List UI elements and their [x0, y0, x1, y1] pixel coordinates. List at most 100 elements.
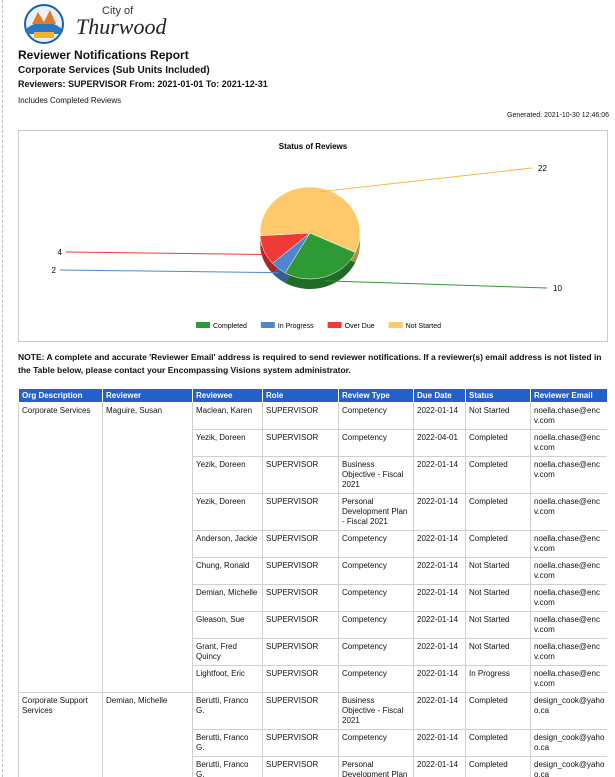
table-cell: In Progress [465, 665, 531, 693]
legend-label: Not Started [406, 323, 442, 330]
legend-swatch [196, 322, 210, 328]
table-cell: noella.chase@encv.com [530, 665, 607, 693]
table-wrap: Org Description Reviewer Reviewee Role Revie… [18, 388, 607, 777]
header-row: Org Description Reviewer Reviewee Role Revie… [18, 388, 607, 403]
table-cell: SUPERVISOR [262, 611, 339, 639]
table-cell: 2022-01-14 [413, 584, 466, 612]
table-cell: SUPERVISOR [262, 729, 339, 757]
table-row: Corporate Support Services Demian, Michel… [18, 692, 607, 777]
table-row: Berutti, Franco G. SUPERVISOR Competency 20… [19, 729, 607, 757]
table-cell: Business Objective - Fiscal 2021 [338, 456, 414, 494]
table-row: Yezik, Doreen SUPERVISOR Personal Developm… [19, 493, 607, 531]
chart-title: Status of Reviews [279, 142, 348, 151]
table-cell: Yezik, Doreen [192, 429, 263, 457]
table-cell: 2022-01-14 [413, 611, 466, 639]
table-cell: Chung, Ronald [192, 557, 263, 585]
reviewer-cell: Demian, Michelle [102, 692, 193, 777]
table-cell: noella.chase@encv.com [530, 530, 607, 558]
table-cell: noella.chase@encv.com [530, 557, 607, 585]
chart: Status of Reviews 10 24 22 Completed In Prog… [18, 130, 608, 342]
table-cell: Competency [338, 402, 414, 430]
table-cell: noella.chase@encv.com [530, 456, 607, 494]
city-name: Thurwood [76, 14, 167, 39]
legend-label: In Progress [278, 323, 314, 330]
table-cell: 2022-04-01 [413, 429, 466, 457]
column-header: Reviewer Email [530, 388, 607, 403]
table-cell: SUPERVISOR [262, 756, 339, 777]
table-cell: Personal Development Plan - Fiscal 2021 [338, 493, 414, 531]
includes: Includes Completed Reviews [18, 96, 122, 105]
pie-slice [284, 232, 356, 280]
table-cell: Competency [338, 584, 414, 612]
generated: Generated: 2021-10-30 12:46:06 [507, 112, 609, 119]
torn-edge [2, 0, 4, 777]
table-cell: SUPERVISOR [262, 584, 339, 612]
table-cell: noella.chase@encv.com [530, 493, 607, 531]
table-cell: noella.chase@encv.com [530, 638, 607, 666]
table-cell: Completed [465, 692, 531, 730]
legend-label: Over Due [345, 323, 375, 330]
table-cell: Yezik, Doreen [192, 493, 263, 531]
table-cell: Competency [338, 557, 414, 585]
table-cell: Completed [465, 756, 531, 777]
leader-line [319, 167, 533, 193]
logo [24, 4, 64, 44]
table-cell: Berutti, Franco G. [192, 729, 263, 757]
reviewer-cell: Maguire, Susan [102, 402, 193, 693]
table-cell: 2022-01-14 [413, 493, 466, 531]
column-header: Reviewer [102, 388, 193, 403]
table-cell: Competency [338, 665, 414, 693]
table-cell: 2022-01-14 [413, 729, 466, 757]
table-cell: Business Objective - Fiscal 2021 [338, 692, 414, 730]
table-row: Gleason, Sue SUPERVISOR Competency 2022-01-… [19, 611, 607, 639]
table-cell: Completed [465, 456, 531, 494]
table-cell: SUPERVISOR [262, 402, 339, 430]
table-cell: Berutti, Franco G. [192, 692, 263, 730]
table-row: Yezik, Doreen SUPERVISOR Business Objectiv… [19, 456, 607, 494]
legend-label: Completed [213, 323, 247, 330]
table-cell: Lightfoot, Eric [192, 665, 263, 693]
table-cell: 2022-01-14 [413, 402, 466, 430]
reviewers: Reviewers: SUPERVISOR From: 2021-01-01 T… [18, 79, 268, 89]
column-header: Role [262, 388, 339, 403]
org-cell: Corporate Support Services [18, 692, 103, 777]
data-label: 2 [52, 266, 57, 275]
table-row: Yezik, Doreen SUPERVISOR Competency 2022-04… [19, 429, 607, 457]
table-cell: SUPERVISOR [262, 429, 339, 457]
table-cell: Not Started [465, 557, 531, 585]
table: Org Description Reviewer Reviewee Role Revie… [18, 388, 607, 777]
table-row: Chung, Ronald SUPERVISOR Competency 2022-01… [19, 557, 607, 585]
table-cell: 2022-01-14 [413, 756, 466, 777]
table-cell: Berutti, Franco G. [192, 756, 263, 777]
column-header: Reviewee [192, 388, 263, 403]
table-cell: 2022-01-14 [413, 530, 466, 558]
table-cell: Competency [338, 429, 414, 457]
table-cell: SUPERVISOR [262, 692, 339, 730]
table-cell: design_cook@yahoo.ca [530, 692, 607, 730]
table-cell: Not Started [465, 402, 531, 430]
table-cell: Not Started [465, 638, 531, 666]
table-cell: Grant, Fred Quincy [192, 638, 263, 666]
data-label: 10 [553, 284, 562, 293]
table-cell: design_cook@yahoo.ca [530, 756, 607, 777]
table-cell: SUPERVISOR [262, 638, 339, 666]
legend-swatch [260, 322, 275, 328]
table-cell: Gleason, Sue [192, 611, 263, 639]
legend-swatch [388, 322, 403, 328]
report-title: Reviewer Notifications Report [18, 48, 189, 62]
pie-slice [259, 186, 361, 253]
note: NOTE: A complete and accurate 'Reviewer … [18, 352, 602, 375]
table-row: Corporate Services Maguire, Susan Maclean,… [18, 402, 607, 693]
table-cell: Personal Development Plan - Fiscal 2021 [338, 756, 414, 777]
table-cell: Competency [338, 530, 414, 558]
table-cell: Anderson, Jackie [192, 530, 263, 558]
legend-swatch [327, 322, 342, 328]
table-cell: SUPERVISOR [262, 493, 339, 531]
table-cell: Not Started [465, 584, 531, 612]
table-cell: SUPERVISOR [262, 665, 339, 693]
table-cell: 2022-01-14 [413, 665, 466, 693]
table-cell: design_cook@yahoo.ca [530, 729, 607, 757]
column-header: Due Date [413, 388, 466, 403]
column-header: Org Description [18, 388, 103, 403]
